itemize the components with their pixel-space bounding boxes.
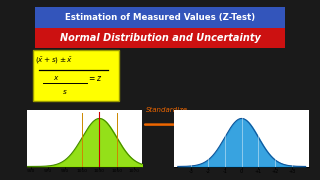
Text: Estimation of Measured Values (Z-Test): Estimation of Measured Values (Z-Test) [65,13,255,22]
Text: $x$: $x$ [53,74,60,82]
Text: Standardize: Standardize [146,107,188,113]
FancyBboxPatch shape [33,50,119,101]
FancyBboxPatch shape [35,28,285,48]
FancyBboxPatch shape [35,7,285,28]
Text: Normal Distribution and Uncertainty: Normal Distribution and Uncertainty [60,33,260,43]
Text: $= z$: $= z$ [87,74,102,83]
Text: $(\bar{x}+s)\pm\bar{x}$: $(\bar{x}+s)\pm\bar{x}$ [35,56,73,66]
Text: $s$: $s$ [62,88,68,96]
